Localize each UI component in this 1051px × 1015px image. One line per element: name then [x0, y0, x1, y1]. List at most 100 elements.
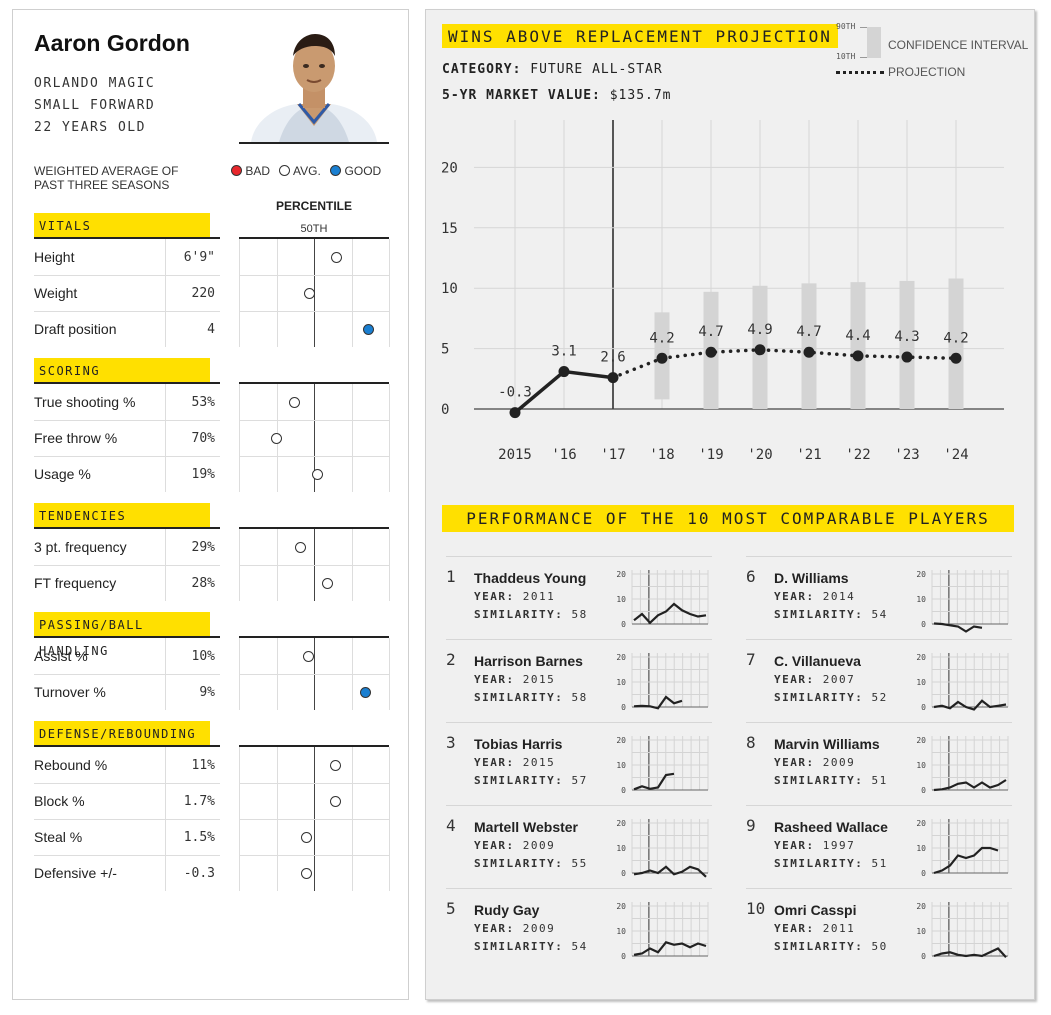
legend-ci-label: CONFIDENCE INTERVAL	[888, 38, 1029, 52]
comparable-year: YEAR: 1997	[774, 839, 855, 852]
year-label: YEAR:	[774, 922, 815, 935]
row-divider	[34, 311, 220, 312]
year-label: YEAR:	[474, 673, 515, 686]
percentile-50th-label: 50TH	[300, 223, 328, 235]
comparable-sparkline: 20 10 0	[616, 819, 709, 878]
comparable-similarity: SIMILARITY: 51	[774, 774, 888, 787]
market-line: 5-YR MARKET VALUE: $135.7m	[442, 88, 672, 103]
spark-tick-label: 10	[916, 927, 926, 936]
comparable-year: YEAR: 2011	[474, 590, 555, 603]
similarity-value: 52	[871, 691, 888, 704]
year-value: 1997	[822, 839, 856, 852]
comparable-player: 6 D. Williams YEAR: 2014 SIMILARITY: 54 20 10…	[746, 556, 1012, 639]
comparable-rank: 3	[446, 733, 456, 752]
war-data-label: 4.2	[943, 330, 968, 346]
spark-tick-label: 10	[916, 595, 926, 604]
year-label: YEAR:	[474, 590, 515, 603]
stat-label: Weight	[34, 285, 78, 301]
stat-value: 220	[191, 286, 215, 301]
comparable-rank: 6	[746, 567, 756, 586]
rating-legend: BAD AVG. GOOD	[231, 164, 381, 178]
confidence-swatch-icon	[867, 27, 881, 58]
war-data-point	[607, 372, 619, 384]
comparable-divider	[446, 639, 712, 640]
war-data-label: 4.3	[894, 329, 919, 345]
x-tick-label: '16	[551, 447, 576, 463]
legend-90th-tick	[860, 27, 868, 28]
spark-tick-label: 0	[621, 952, 626, 961]
comparable-player: 10 Omri Casspi YEAR: 2011 SIMILARITY: 50 20 1…	[746, 888, 1012, 971]
comparable-similarity: SIMILARITY: 58	[474, 691, 588, 704]
stat-value: 10%	[191, 649, 215, 664]
war-data-point	[558, 366, 570, 378]
comparable-year: YEAR: 2015	[474, 673, 555, 686]
year-value: 2009	[522, 922, 556, 935]
legend-10th: 10TH	[836, 52, 856, 61]
comparable-rank: 2	[446, 650, 456, 669]
avg-dot-icon	[279, 165, 291, 176]
percentile-50th-line	[314, 384, 315, 492]
category-label: CATEGORY:	[442, 62, 522, 77]
similarity-label: SIMILARITY:	[774, 940, 864, 953]
stat-label: Free throw %	[34, 430, 118, 446]
spark-tick-label: 20	[916, 902, 926, 911]
comparable-name: Martell Webster	[474, 819, 578, 835]
projection-line	[611, 348, 958, 380]
similarity-label: SIMILARITY:	[474, 608, 564, 621]
similarity-value: 54	[871, 608, 888, 621]
war-data-point	[656, 352, 668, 364]
comparable-year: YEAR: 2009	[474, 922, 555, 935]
stat-label: Rebound %	[34, 757, 108, 773]
stat-label: Defensive +/-	[34, 865, 117, 881]
comparable-sparkline: 20 10 0	[616, 653, 709, 712]
comparable-rank: 1	[446, 567, 456, 586]
x-tick-label: '17	[600, 447, 625, 463]
spark-war-line	[633, 865, 707, 878]
comparable-similarity: SIMILARITY: 55	[474, 857, 588, 870]
comparable-player: 3 Tobias Harris YEAR: 2015 SIMILARITY: 57 20…	[446, 722, 712, 805]
y-tick-label: 15	[441, 221, 458, 237]
projection-swatch-icon	[836, 71, 884, 74]
percentile-rule	[239, 382, 389, 384]
row-divider	[239, 855, 389, 856]
war-data-point	[803, 346, 815, 358]
percentile-marker	[301, 867, 312, 879]
comparable-player: 7 C. Villanueva YEAR: 2007 SIMILARITY: 52 20…	[746, 639, 1012, 722]
x-tick-label: '18	[649, 447, 674, 463]
confidence-interval-bar	[850, 282, 866, 409]
comparable-divider	[446, 722, 712, 723]
war-data-point	[852, 350, 864, 362]
row-divider	[34, 674, 220, 675]
comparable-name: D. Williams	[774, 570, 849, 586]
spark-tick-label: 20	[916, 653, 926, 662]
stat-label: True shooting %	[34, 394, 136, 410]
stat-label: Block %	[34, 793, 85, 809]
comparable-similarity: SIMILARITY: 58	[474, 608, 588, 621]
row-divider	[239, 783, 389, 784]
comparable-divider	[446, 556, 712, 557]
comparable-name: Rudy Gay	[474, 902, 540, 918]
percentile-marker	[362, 323, 374, 335]
stat-value: 1.7%	[183, 794, 215, 809]
row-divider	[34, 783, 220, 784]
comparable-name: C. Villanueva	[774, 653, 861, 669]
year-label: YEAR:	[774, 590, 815, 603]
comparable-rank: 5	[446, 899, 456, 918]
x-tick-label: '23	[894, 447, 919, 463]
x-tick-label: '22	[845, 447, 870, 463]
war-projection-chart: 0 5 10 15 20 2015 '16 '17 '18 '19 '20 '21 '22 '23 '24 -…	[441, 120, 1004, 463]
bad-dot-icon	[231, 165, 242, 176]
y-tick-label: 20	[441, 160, 458, 176]
comparable-year: YEAR: 2009	[774, 756, 855, 769]
player-age: 22 YEARS OLD	[34, 120, 146, 135]
player-name: Aaron Gordon	[34, 30, 190, 56]
year-value: 2009	[822, 756, 856, 769]
spark-tick-label: 20	[616, 736, 626, 745]
comparable-name: Rasheed Wallace	[774, 819, 888, 835]
year-label: YEAR:	[774, 839, 815, 852]
similarity-value: 58	[571, 608, 588, 621]
year-value: 2007	[822, 673, 856, 686]
comparable-rank: 9	[746, 816, 756, 835]
similarity-value: 50	[871, 940, 888, 953]
comparable-player: 5 Rudy Gay YEAR: 2009 SIMILARITY: 54 20 10 0	[446, 888, 712, 971]
